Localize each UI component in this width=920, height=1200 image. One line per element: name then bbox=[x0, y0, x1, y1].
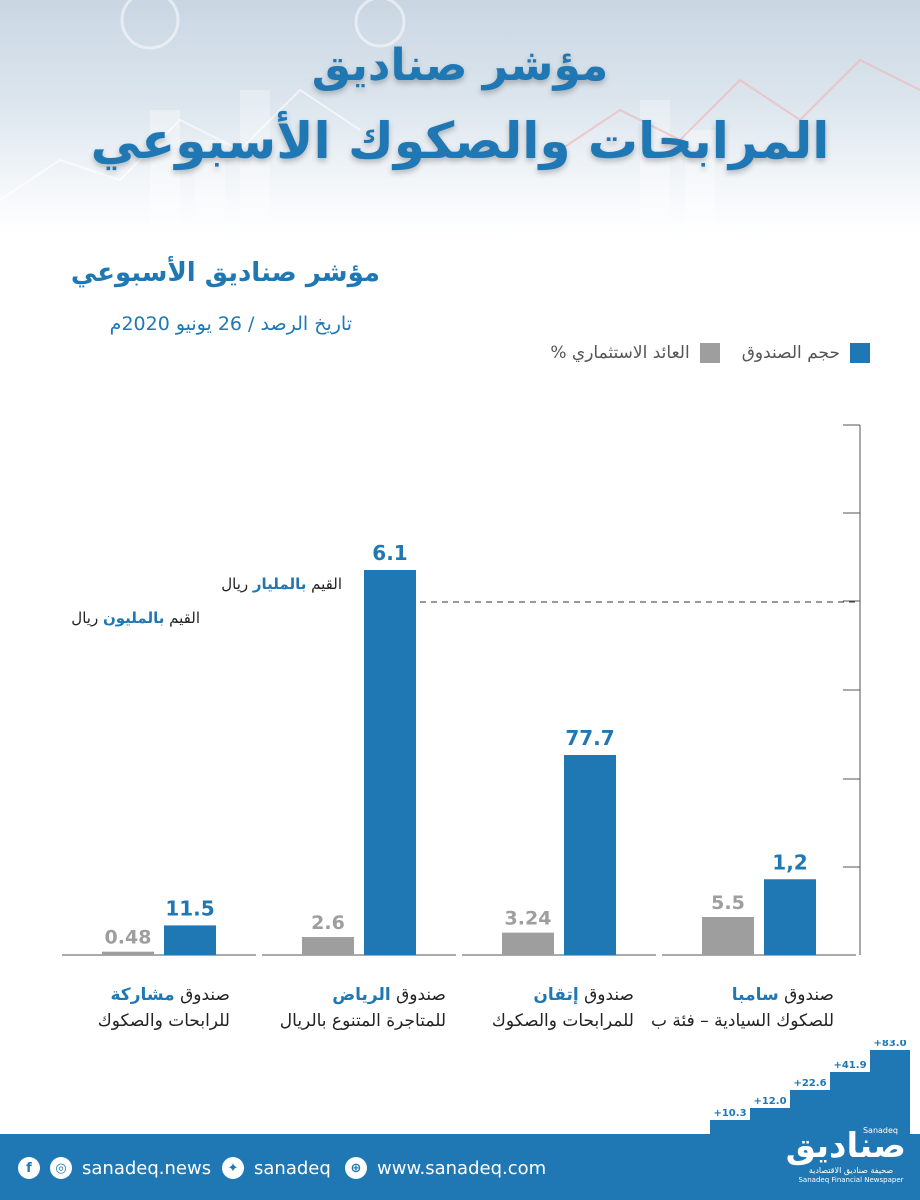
step-bar-1 bbox=[750, 1108, 790, 1134]
size-value-label-3: 1,2 bbox=[772, 850, 807, 874]
category-label-0: صندوق مشاركة للرابحات والصكوك bbox=[97, 985, 230, 1031]
size-value-label-0: 11.5 bbox=[165, 896, 214, 920]
news-handle[interactable]: sanadeq.news bbox=[82, 1157, 212, 1179]
size-bar-0 bbox=[164, 925, 216, 955]
step-label-4: +83.0 bbox=[873, 1040, 906, 1049]
step-bar-4 bbox=[870, 1050, 910, 1134]
category-label-3: صندوق سامبا للصكوك السيادية – فئة ب bbox=[650, 985, 834, 1031]
step-label-1: +12.0 bbox=[753, 1096, 786, 1107]
size-bar-2 bbox=[564, 755, 616, 955]
background-finance-graphic bbox=[0, 0, 920, 230]
step-bar-3 bbox=[830, 1072, 870, 1134]
bar-chart: 0.48 11.5 2.6 6.1 3.24 77.7 5.5 1,2 bbox=[62, 424, 861, 956]
legend-swatch-return bbox=[699, 343, 720, 363]
facebook-icon[interactable]: f bbox=[18, 1157, 40, 1179]
step-bar-2 bbox=[790, 1090, 830, 1134]
chart-legend: حجم الصندوق العائد الاستثماري % bbox=[536, 343, 870, 363]
legend-swatch-size bbox=[850, 343, 870, 363]
chart-title: مؤشر صناديق الأسبوعي bbox=[70, 258, 380, 288]
social-twitter[interactable]: ✦ sanadeq bbox=[222, 1157, 331, 1179]
category-label-1: صندوق الرياض للمتاجرة المتنوع بالريال bbox=[279, 985, 446, 1031]
step-label-0: +10.3 bbox=[713, 1108, 746, 1119]
size-bar-3 bbox=[764, 879, 816, 955]
page-title-line2: المرابحات والصكوك الأسبوعي bbox=[90, 112, 830, 170]
step-label-2: +22.6 bbox=[793, 1078, 826, 1089]
brand-logo: Sanadeq صناديق صحيفة صناديق الاقتصادية S… bbox=[785, 1126, 906, 1185]
category-label-2: صندوق إتقان للمرابحات والصكوك bbox=[491, 985, 634, 1031]
step-label-3: +41.9 bbox=[833, 1060, 866, 1071]
legend-label-size: حجم الصندوق bbox=[741, 343, 840, 363]
brand-name-en: Sanadeq bbox=[862, 1126, 898, 1135]
header-banner: مؤشر صناديق المرابحات والصكوك الأسبوعي bbox=[0, 0, 920, 235]
brand-name-ar: صناديق bbox=[785, 1126, 906, 1166]
size-value-label-1: 6.1 bbox=[372, 541, 407, 565]
size-bar-1 bbox=[364, 570, 416, 955]
growth-steps-graphic: +10.3 +12.0 +22.6 +41.9 +83.0 bbox=[710, 1040, 910, 1134]
return-bar-2 bbox=[502, 932, 554, 955]
social-news[interactable]: f ◎ sanadeq.news bbox=[18, 1157, 211, 1179]
twitter-handle[interactable]: sanadeq bbox=[254, 1157, 331, 1179]
return-bar-3 bbox=[702, 917, 754, 955]
legend-item-size: حجم الصندوق bbox=[742, 343, 870, 363]
legend-label-return: العائد الاستثماري % bbox=[550, 343, 690, 363]
return-value-label-0: 0.48 bbox=[105, 927, 152, 949]
return-value-label-1: 2.6 bbox=[311, 912, 345, 934]
instagram-icon[interactable]: ◎ bbox=[50, 1157, 72, 1179]
brand-tagline-ar: صحيفة صناديق الاقتصادية bbox=[808, 1166, 894, 1175]
footer-bar bbox=[0, 1134, 920, 1200]
return-bar-0 bbox=[102, 951, 154, 955]
unit-note-billion: القيم بالمليار ريال bbox=[221, 575, 342, 593]
date-label: تاريخ الرصد / 26 يونيو 2020م bbox=[109, 313, 352, 335]
globe-icon[interactable]: ⊕ bbox=[345, 1157, 367, 1179]
unit-note-million: القيم بالمليون ريال bbox=[71, 609, 200, 627]
website-link[interactable]: ⊕ www.sanadeq.com bbox=[345, 1157, 546, 1179]
brand-tagline-en: Sanadeq Financial Newspaper bbox=[798, 1176, 904, 1184]
legend-item-return: العائد الاستثماري % bbox=[550, 343, 720, 363]
return-value-label-2: 3.24 bbox=[505, 908, 552, 930]
website-url[interactable]: www.sanadeq.com bbox=[377, 1157, 547, 1179]
return-bar-1 bbox=[302, 937, 354, 955]
size-value-label-2: 77.7 bbox=[565, 726, 614, 750]
step-bar-0 bbox=[710, 1120, 750, 1134]
return-value-label-3: 5.5 bbox=[711, 892, 745, 914]
page-title-line1: مؤشر صناديق bbox=[311, 40, 609, 91]
twitter-icon[interactable]: ✦ bbox=[222, 1157, 244, 1179]
